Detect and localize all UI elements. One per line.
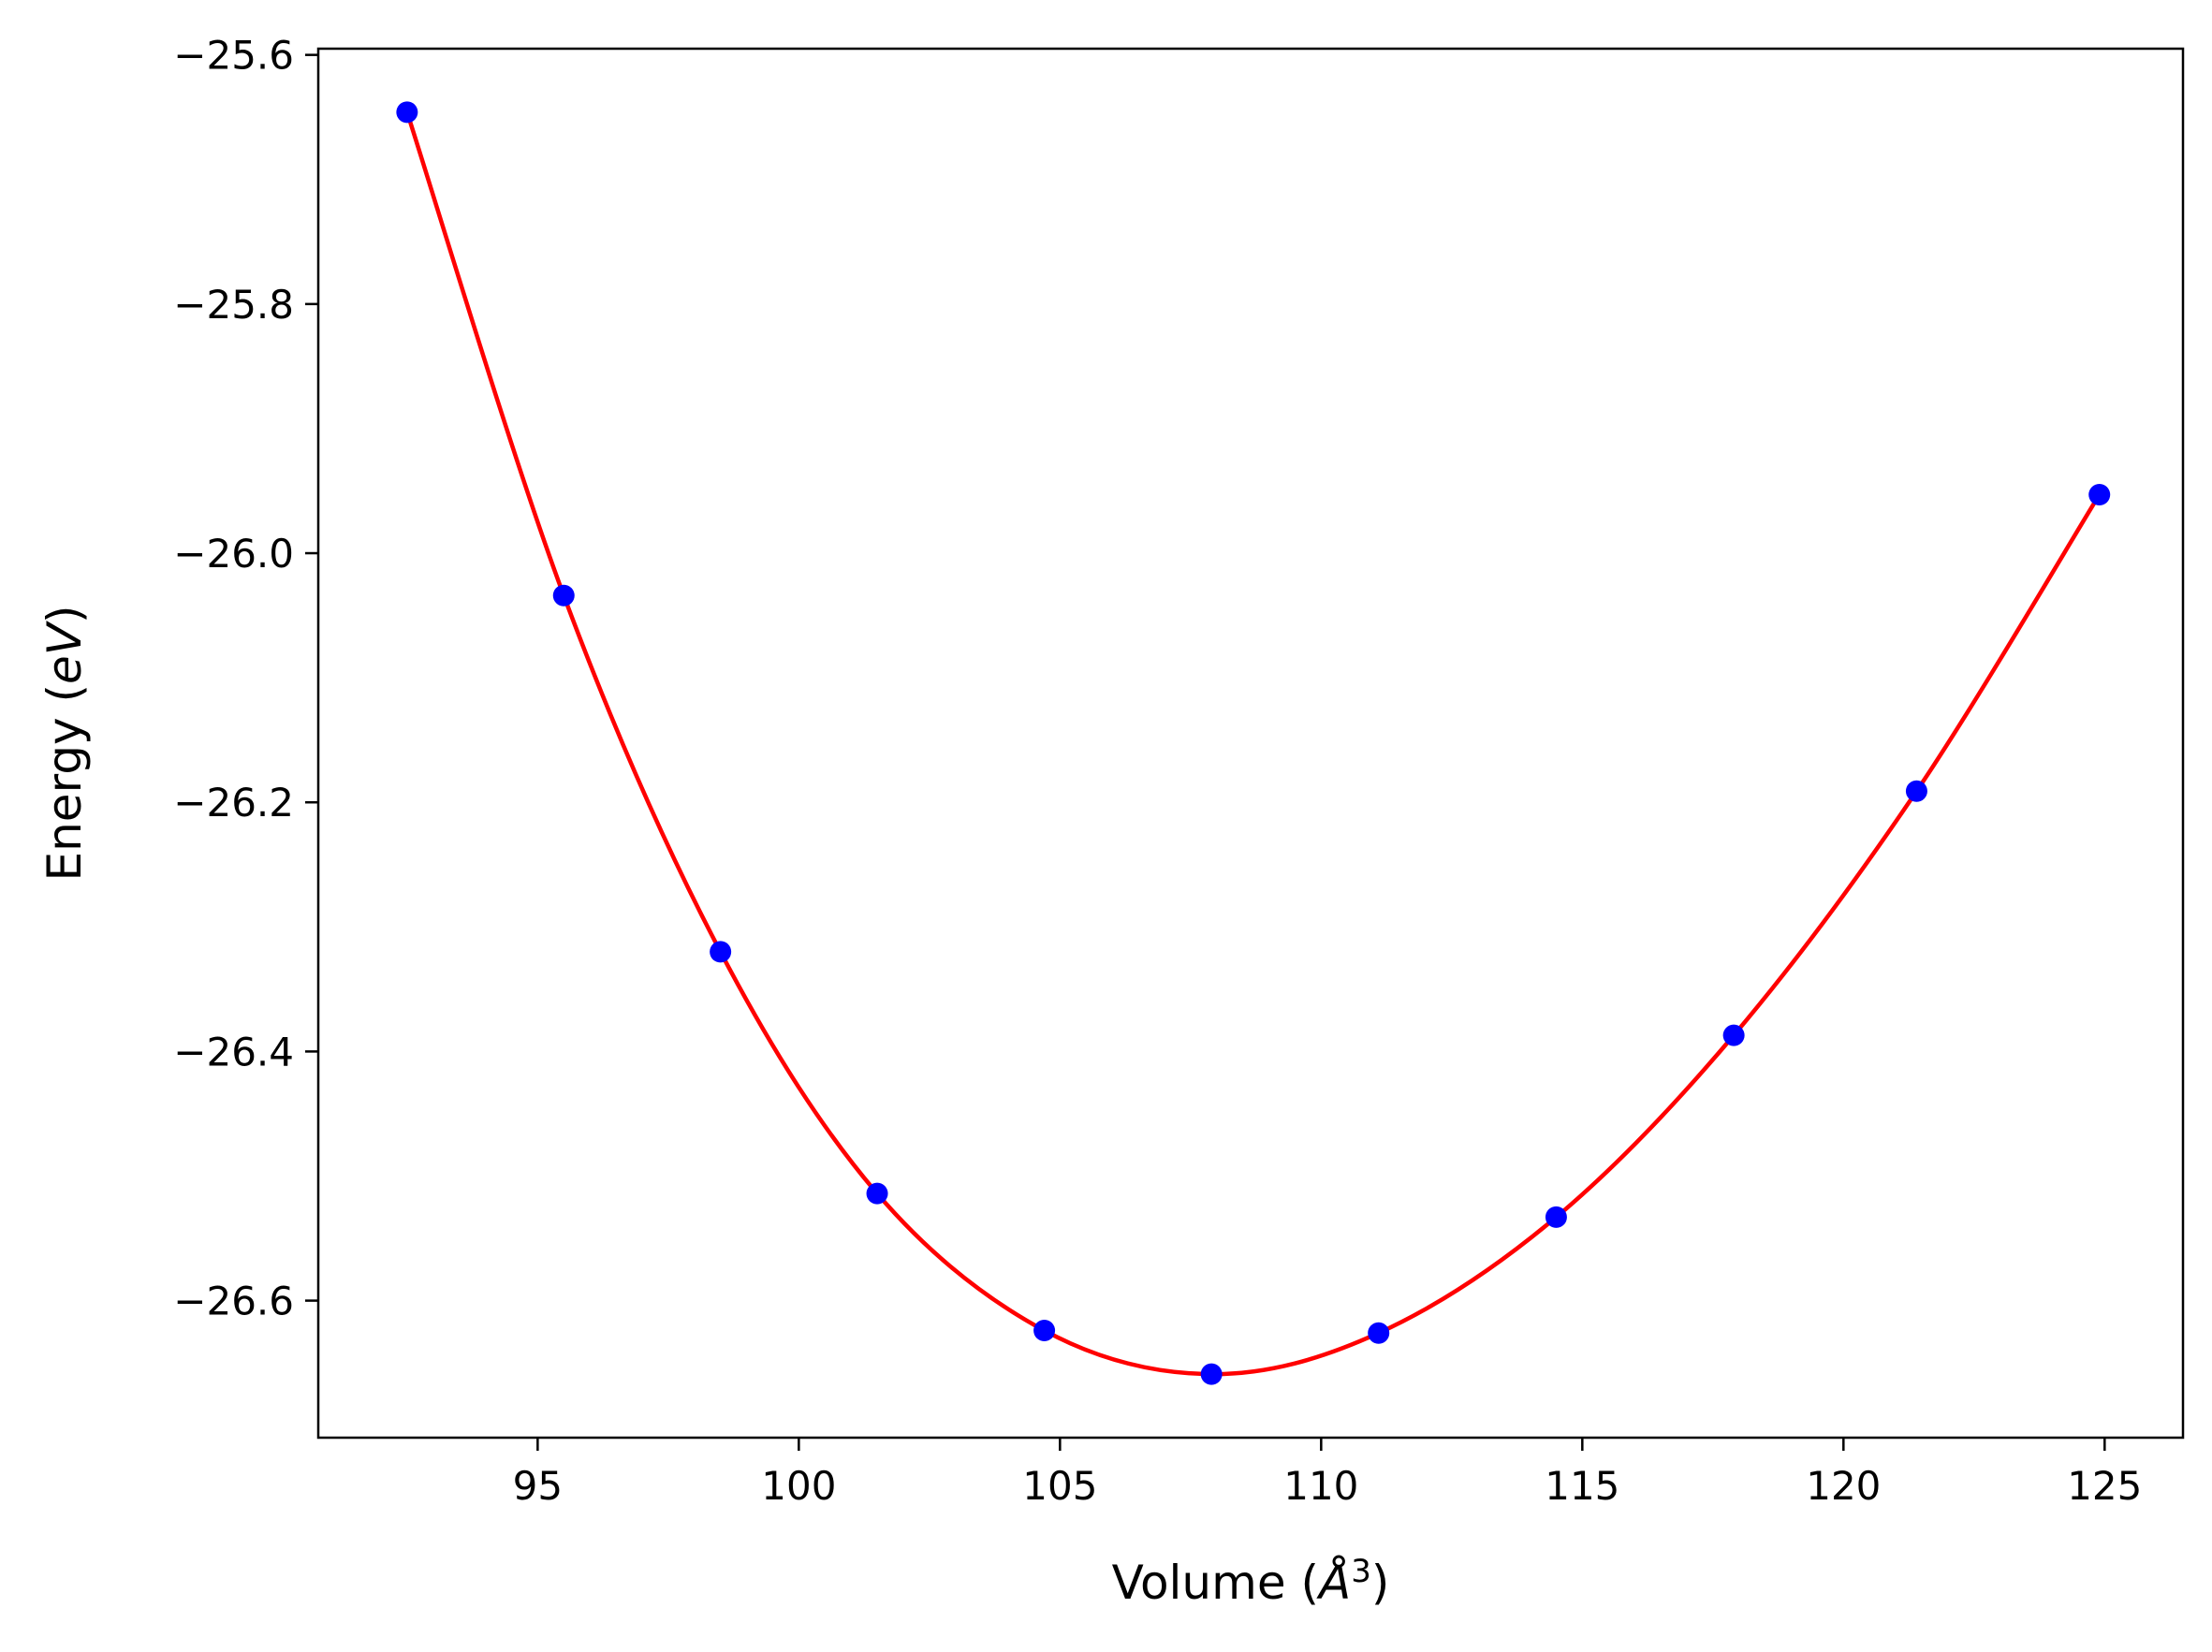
y-tick-label: −25.6 (173, 33, 294, 79)
x-tick-label: 105 (1022, 1463, 1097, 1509)
x-tick-label: 115 (1545, 1463, 1619, 1509)
y-tick-label: −26.2 (173, 780, 294, 826)
fit-curve-line (404, 111, 2102, 1377)
x-axis-ticks: 95 100 105 110 115 120 125 (513, 1438, 2142, 1509)
y-tick-label: −26.0 (173, 531, 294, 577)
data-points-layer (396, 101, 2111, 1385)
data-point (1722, 1024, 1745, 1046)
data-point (710, 941, 732, 963)
x-tick-label: 110 (1283, 1463, 1358, 1509)
data-point (396, 101, 418, 124)
x-tick-label: 120 (1806, 1463, 1881, 1509)
data-point (866, 1182, 888, 1205)
y-axis-label: Energy (eV) (37, 606, 92, 882)
y-tick-label: −26.4 (173, 1029, 294, 1075)
x-axis-label: Volume (Å3) (1112, 1553, 1390, 1610)
data-point (1905, 780, 1927, 802)
fit-curve-layer (404, 111, 2102, 1377)
y-axis-ticks: −25.6 −25.8 −26.0 −26.2 −26.4 −26.6 (173, 33, 318, 1324)
data-point (1200, 1363, 1223, 1385)
x-tick-label: 125 (2067, 1463, 2142, 1509)
y-tick-label: −26.6 (173, 1279, 294, 1324)
data-point (1033, 1320, 1056, 1342)
data-point (1368, 1322, 1390, 1344)
x-tick-label: 95 (513, 1463, 563, 1509)
data-point (1545, 1206, 1567, 1228)
y-tick-label: −25.8 (173, 282, 294, 328)
axes-frame (316, 47, 2185, 1440)
x-tick-label: 100 (761, 1463, 836, 1509)
data-point (2088, 483, 2111, 505)
data-point (552, 584, 575, 607)
